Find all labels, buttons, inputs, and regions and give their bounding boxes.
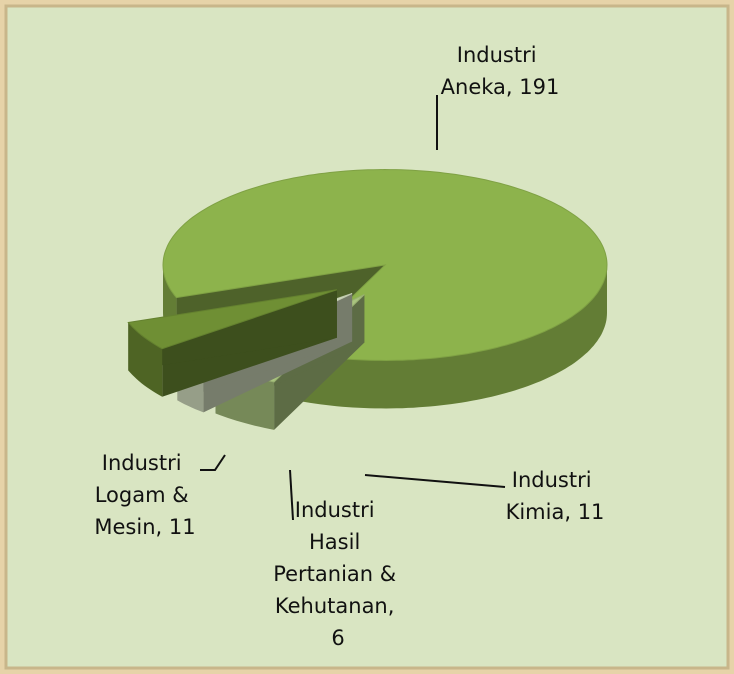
slice-wall (128, 322, 163, 397)
leader-lines (200, 95, 506, 521)
slice-wall (294, 265, 607, 409)
slice (127, 289, 338, 350)
slice (162, 168, 608, 362)
data-label: Industri Logam & Mesin, 11 (94, 451, 195, 539)
data-label: Industri Kimia, 11 (506, 468, 605, 524)
data-label: Industri Hasil Pertanian & Kehutanan, 6 (273, 498, 403, 650)
leader-line (200, 454, 226, 471)
data-label: Industri Aneka, 191 (441, 43, 560, 99)
leader-line (364, 474, 506, 488)
leader-line (289, 469, 294, 521)
slices (127, 168, 608, 430)
slice-side (128, 289, 337, 371)
